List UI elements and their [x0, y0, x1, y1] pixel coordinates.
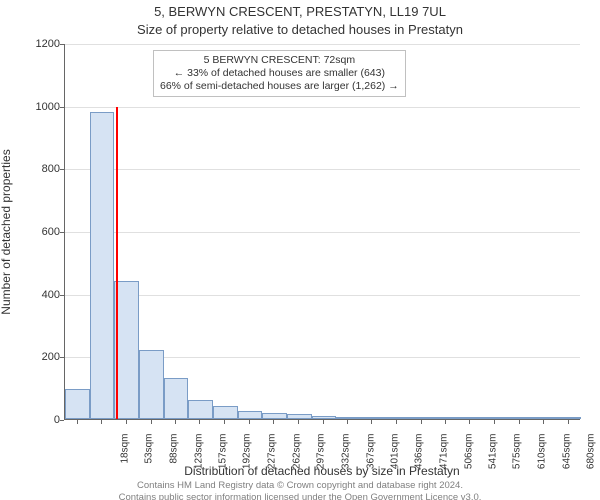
- x-tick-label: 541sqm: [488, 434, 499, 484]
- footer-line-2: Contains public sector information licen…: [0, 492, 600, 500]
- y-tick-mark: [60, 420, 64, 421]
- histogram-bar: [164, 378, 189, 419]
- y-tick-label: 1000: [24, 101, 60, 113]
- annotation-line-3: 66% of semi-detached houses are larger (…: [160, 80, 399, 93]
- y-tick-label: 200: [24, 351, 60, 363]
- histogram-bar: [90, 112, 115, 419]
- x-tick-mark: [494, 420, 495, 424]
- x-tick-mark: [568, 420, 569, 424]
- y-tick-mark: [60, 295, 64, 296]
- annotation-line-2: ← 33% of detached houses are smaller (64…: [160, 67, 399, 80]
- y-tick-mark: [60, 44, 64, 45]
- page-title-line2: Size of property relative to detached ho…: [0, 22, 600, 37]
- gridline: [65, 232, 580, 233]
- x-tick-mark: [396, 420, 397, 424]
- x-tick-label: 332sqm: [341, 434, 352, 484]
- x-tick-label: 297sqm: [316, 434, 327, 484]
- y-tick-mark: [60, 232, 64, 233]
- y-tick-label: 1200: [24, 38, 60, 50]
- histogram-bar: [262, 413, 287, 419]
- annotation-box: 5 BERWYN CRESCENT: 72sqm ← 33% of detach…: [153, 50, 406, 97]
- x-tick-mark: [469, 420, 470, 424]
- y-tick-label: 0: [24, 414, 60, 426]
- histogram-bar: [534, 417, 559, 419]
- y-tick-label: 400: [24, 289, 60, 301]
- x-tick-label: 53sqm: [144, 434, 155, 484]
- histogram-bar: [386, 417, 411, 419]
- x-tick-label: 262sqm: [291, 434, 302, 484]
- x-tick-mark: [519, 420, 520, 424]
- y-tick-mark: [60, 107, 64, 108]
- x-tick-label: 436sqm: [414, 434, 425, 484]
- x-tick-mark: [224, 420, 225, 424]
- histogram-bar: [213, 406, 238, 419]
- chart-stage: { "header": { "title_line1": "5, BERWYN …: [0, 0, 600, 500]
- histogram-bar: [460, 417, 485, 419]
- x-tick-label: 88sqm: [169, 434, 180, 484]
- x-tick-label: 471sqm: [439, 434, 450, 484]
- x-tick-label: 18sqm: [119, 434, 130, 484]
- x-tick-mark: [347, 420, 348, 424]
- x-tick-label: 123sqm: [193, 434, 204, 484]
- x-tick-label: 506sqm: [463, 434, 474, 484]
- histogram-bar: [410, 417, 435, 419]
- x-tick-label: 610sqm: [537, 434, 548, 484]
- x-tick-mark: [199, 420, 200, 424]
- y-tick-mark: [60, 169, 64, 170]
- histogram-bar: [435, 417, 460, 419]
- histogram-bar: [361, 417, 386, 419]
- x-tick-mark: [175, 420, 176, 424]
- x-tick-mark: [101, 420, 102, 424]
- histogram-bar: [336, 417, 361, 419]
- y-tick-label: 600: [24, 226, 60, 238]
- x-tick-label: 401sqm: [389, 434, 400, 484]
- x-tick-mark: [543, 420, 544, 424]
- chart-plot-area: 5 BERWYN CRESCENT: 72sqm ← 33% of detach…: [64, 44, 580, 420]
- y-axis-label: Number of detached properties: [0, 149, 13, 314]
- annotation-line-1: 5 BERWYN CRESCENT: 72sqm: [160, 54, 399, 67]
- x-tick-mark: [421, 420, 422, 424]
- histogram-bar: [484, 417, 509, 419]
- x-tick-mark: [323, 420, 324, 424]
- histogram-bar: [312, 416, 337, 419]
- page-title-line1: 5, BERWYN CRESCENT, PRESTATYN, LL19 7UL: [0, 4, 600, 19]
- x-tick-mark: [126, 420, 127, 424]
- histogram-bar: [287, 414, 312, 419]
- x-tick-mark: [273, 420, 274, 424]
- histogram-bar: [114, 281, 139, 419]
- x-tick-label: 157sqm: [217, 434, 228, 484]
- gridline: [65, 295, 580, 296]
- property-marker-line: [116, 107, 118, 419]
- gridline: [65, 44, 580, 45]
- y-tick-mark: [60, 357, 64, 358]
- x-tick-mark: [151, 420, 152, 424]
- histogram-bar: [188, 400, 213, 419]
- x-tick-mark: [77, 420, 78, 424]
- histogram-bar: [558, 417, 581, 419]
- x-tick-label: 192sqm: [242, 434, 253, 484]
- histogram-bar: [238, 411, 263, 419]
- histogram-bar: [509, 417, 534, 419]
- x-tick-mark: [371, 420, 372, 424]
- histogram-bar: [65, 389, 90, 419]
- x-tick-label: 367sqm: [365, 434, 376, 484]
- gridline: [65, 107, 580, 108]
- y-tick-label: 800: [24, 163, 60, 175]
- x-tick-label: 575sqm: [512, 434, 523, 484]
- x-tick-label: 227sqm: [267, 434, 278, 484]
- x-tick-mark: [249, 420, 250, 424]
- x-tick-mark: [298, 420, 299, 424]
- x-tick-mark: [445, 420, 446, 424]
- x-tick-label: 680sqm: [586, 434, 597, 484]
- histogram-bar: [139, 350, 164, 419]
- x-tick-label: 645sqm: [561, 434, 572, 484]
- gridline: [65, 169, 580, 170]
